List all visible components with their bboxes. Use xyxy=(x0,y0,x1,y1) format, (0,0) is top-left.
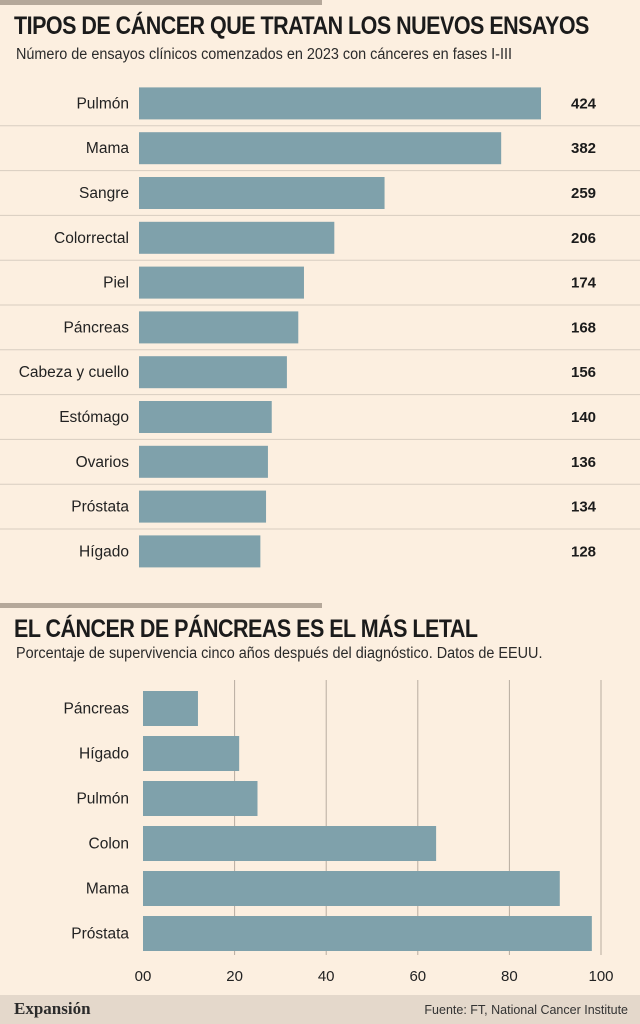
category-label: Mama xyxy=(86,881,129,898)
bar xyxy=(143,736,240,771)
mid-rule xyxy=(0,603,322,608)
x-tick-label: 20 xyxy=(226,968,243,985)
category-label: Mama xyxy=(86,140,129,157)
data-label: 156 xyxy=(571,364,596,381)
bar xyxy=(143,781,258,816)
bar xyxy=(139,490,267,523)
category-label: Colorrectal xyxy=(54,230,129,247)
category-label: Próstata xyxy=(71,926,129,943)
chart1-subtitle: Número de ensayos clínicos comenzados en… xyxy=(16,46,512,63)
category-label: Hígado xyxy=(79,543,129,560)
top-rule xyxy=(0,0,322,5)
category-label: Piel xyxy=(103,275,129,292)
bar xyxy=(143,691,198,726)
data-label: 174 xyxy=(571,275,597,292)
category-label: Pulmón xyxy=(76,95,129,112)
x-tick-label: 60 xyxy=(409,968,426,985)
chart1-title: TIPOS DE CÁNCER QUE TRATAN LOS NUEVOS EN… xyxy=(14,12,589,40)
category-label: Pulmón xyxy=(76,791,129,808)
bar xyxy=(139,401,272,433)
category-label: Páncreas xyxy=(64,701,130,718)
chart2-title: EL CÁNCER DE PÁNCREAS ES EL MÁS LETAL xyxy=(14,615,478,643)
bar xyxy=(139,311,299,344)
bar xyxy=(143,916,592,951)
bar xyxy=(139,177,385,209)
bar xyxy=(143,871,560,906)
footer: Expansión Fuente: FT, National Cancer In… xyxy=(0,995,640,1024)
bar xyxy=(139,535,261,568)
category-label: Páncreas xyxy=(64,319,130,336)
category-label: Colon xyxy=(89,836,130,853)
category-label: Cabeza y cuello xyxy=(19,364,129,381)
x-tick-label: 00 xyxy=(135,968,152,985)
bar xyxy=(139,87,541,120)
bar xyxy=(139,356,287,389)
brand-logo[interactable]: Expansión xyxy=(14,999,91,1018)
x-tick-label: 100 xyxy=(588,968,613,985)
category-label: Hígado xyxy=(79,746,129,763)
data-label: 134 xyxy=(571,499,597,516)
data-label: 259 xyxy=(571,185,596,202)
data-label: 128 xyxy=(571,543,596,560)
category-label: Ovarios xyxy=(76,454,130,471)
bar xyxy=(139,445,268,478)
bar xyxy=(139,266,304,299)
data-label: 168 xyxy=(571,319,596,336)
chart1-svg: Pulmón 424 Mama 382 Sangre 259 Colorrectal 206 P… xyxy=(0,87,640,568)
data-label: 382 xyxy=(571,140,596,157)
data-label: 136 xyxy=(571,454,596,471)
bar xyxy=(139,221,335,254)
x-tick-label: 40 xyxy=(318,968,335,985)
category-label: Próstata xyxy=(71,499,129,516)
data-label: 140 xyxy=(571,409,596,426)
x-tick-label: 80 xyxy=(501,968,518,985)
source-note: Fuente: FT, National Cancer Institute xyxy=(424,1003,628,1017)
category-label: Sangre xyxy=(79,185,129,202)
chart2-svg: 00 20 40 60 80 100 Páncreas Hígado Pulmón Colon Ma… xyxy=(64,680,614,985)
chart2-subtitle: Porcentaje de supervivencia cinco años d… xyxy=(16,645,543,662)
data-label: 424 xyxy=(571,95,597,112)
data-label: 206 xyxy=(571,230,596,247)
bar xyxy=(139,132,502,165)
category-label: Estómago xyxy=(59,409,129,426)
bar xyxy=(143,826,437,861)
